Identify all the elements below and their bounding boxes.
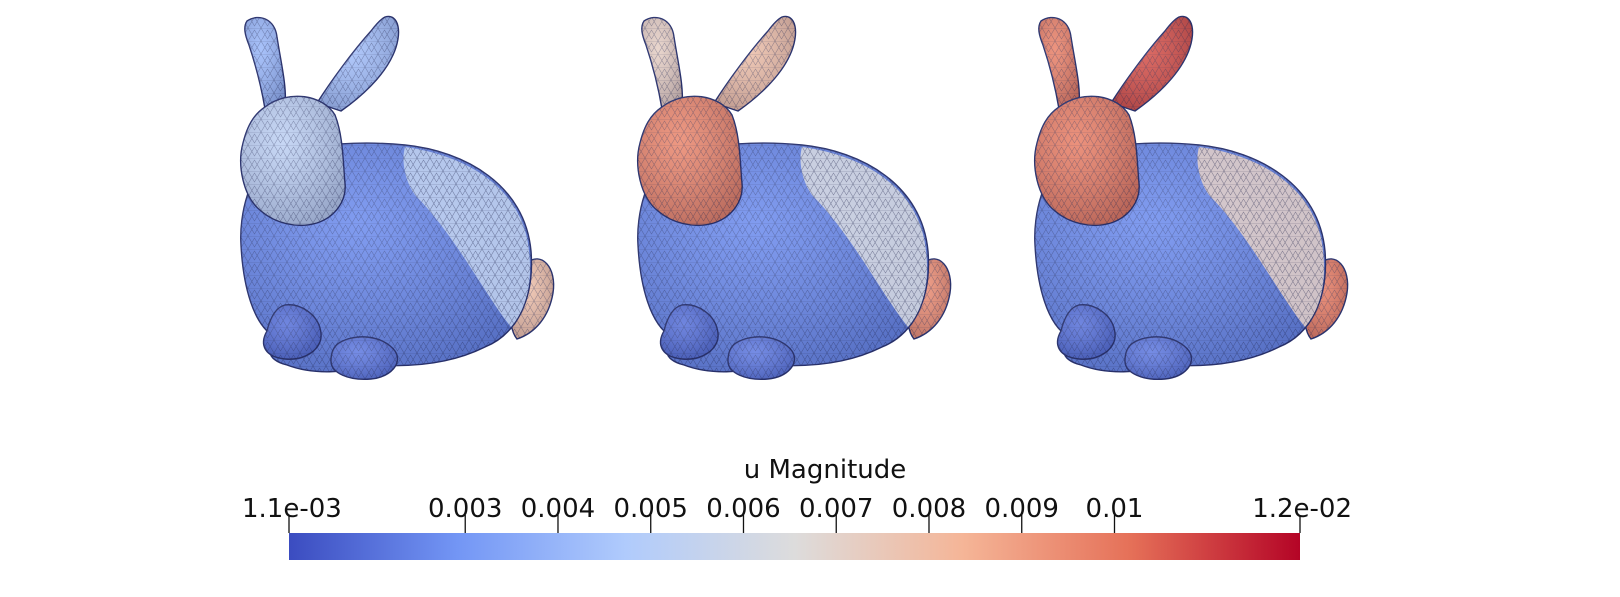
bunny-front-foot-shading — [660, 304, 719, 360]
bunny-head-shading — [637, 96, 743, 226]
bunny-ear-front-shading — [317, 16, 399, 111]
bunny-ear-back-shading — [641, 17, 683, 109]
colorbar-max-label: 1.2e-02 — [1252, 494, 1352, 524]
colorbar — [288, 515, 1301, 560]
colorbar-tick-label: 0.008 — [891, 494, 967, 524]
colorbar-gradient — [289, 533, 1300, 560]
bunny-ear-back-shading — [244, 17, 286, 109]
bunny-rear-foot-shading — [331, 336, 398, 380]
bunny-rear-foot-shading — [1125, 336, 1192, 380]
colorbar-title: u Magnitude — [743, 455, 907, 485]
bunny-back-region-mesh — [1197, 147, 1325, 327]
colorbar-tick-label: 0.006 — [706, 494, 781, 524]
bunny-ear-front-shading — [714, 16, 796, 111]
bunny-mesh-panel-2 — [637, 15, 952, 380]
bunny-head-shading — [240, 96, 346, 226]
bunny-front-foot-shading — [1057, 304, 1116, 360]
colorbar-min-label: 1.1e-03 — [242, 494, 342, 524]
colorbar-tick-label: 0.005 — [613, 494, 688, 524]
bunny-mesh-panel-1 — [240, 15, 555, 380]
bunny-back-region-mesh — [800, 147, 928, 327]
bunny-front-foot-shading — [263, 304, 322, 360]
bunny-rear-foot-shading — [728, 336, 795, 380]
colorbar-tick-label: 0.01 — [1085, 494, 1144, 524]
colorbar-ticks — [288, 515, 1301, 533]
bunny-back-region-mesh — [403, 147, 531, 327]
colorbar-tick-label: 0.009 — [984, 494, 1059, 524]
bunny-ear-back-shading — [1038, 17, 1080, 109]
bunny-ear-front-shading — [1111, 16, 1193, 111]
colorbar-tick-label: 0.007 — [799, 494, 874, 524]
bunny-mesh-panel-3 — [1034, 15, 1349, 380]
colorbar-tick-label: 0.003 — [428, 494, 503, 524]
bunny-head-shading — [1034, 96, 1140, 226]
colorbar-tick-label: 0.004 — [520, 494, 596, 524]
